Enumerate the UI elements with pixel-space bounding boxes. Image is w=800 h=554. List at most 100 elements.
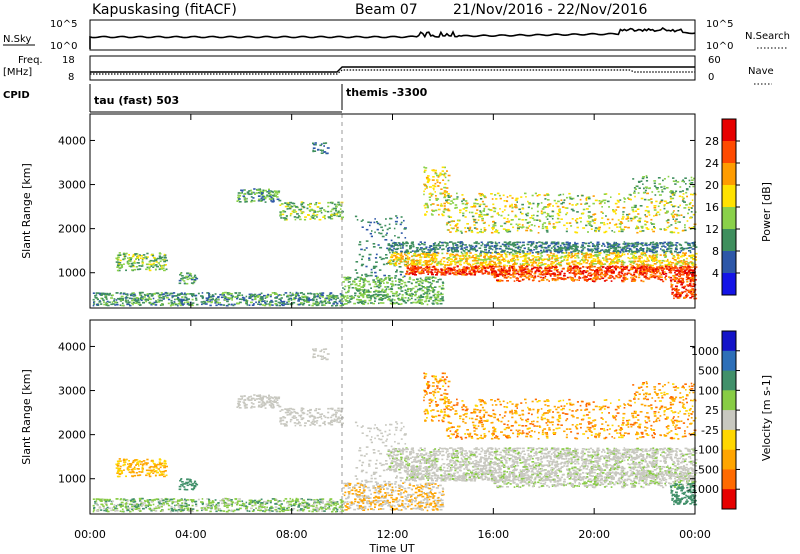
power-cell xyxy=(423,190,425,193)
power-cell xyxy=(548,244,551,247)
power-cell xyxy=(446,270,449,272)
power-cell xyxy=(224,291,227,294)
power-cell xyxy=(391,300,393,303)
power-cell xyxy=(664,276,666,279)
power-cell xyxy=(365,295,368,298)
power-cell xyxy=(416,300,419,303)
power-cell xyxy=(525,262,529,264)
power-cell xyxy=(142,301,145,304)
power-cell xyxy=(522,273,525,276)
power-cell xyxy=(548,258,551,261)
power-cell xyxy=(522,241,525,244)
power-cell xyxy=(325,297,328,299)
power-cell xyxy=(499,261,501,264)
power-cell xyxy=(513,244,517,246)
power-cell xyxy=(627,217,630,220)
power-cell xyxy=(545,273,549,275)
power-cell xyxy=(674,270,678,272)
power-cell xyxy=(277,294,280,297)
power-cell xyxy=(640,253,643,255)
power-cell xyxy=(446,229,450,231)
power-cell xyxy=(289,201,293,204)
power-cell xyxy=(388,262,391,264)
power-cell xyxy=(490,264,494,266)
power-cell xyxy=(432,300,435,302)
power-cell xyxy=(395,244,398,246)
power-cell xyxy=(290,297,292,300)
power-cell xyxy=(684,241,688,244)
power-cell xyxy=(488,258,492,261)
power-cell xyxy=(94,294,97,297)
power-cell xyxy=(386,281,388,284)
power-cell xyxy=(480,250,483,252)
power-cell xyxy=(259,192,262,194)
power-cell xyxy=(669,251,673,254)
power-cell xyxy=(181,299,185,301)
power-cell xyxy=(104,296,108,298)
power-cell xyxy=(164,254,167,256)
power-cell xyxy=(280,294,283,296)
power-cell xyxy=(190,275,193,277)
power-cell xyxy=(673,280,677,282)
power-cell xyxy=(574,274,577,276)
power-cell xyxy=(651,259,654,262)
power-cell xyxy=(490,245,494,247)
power-cell xyxy=(683,267,686,269)
power-cell xyxy=(529,229,532,231)
power-cell xyxy=(212,295,215,297)
power-cell xyxy=(433,296,437,299)
power-cell xyxy=(161,268,164,270)
power-cell xyxy=(506,280,509,282)
power-cell xyxy=(565,222,569,224)
power-cell xyxy=(540,272,543,274)
power-cell xyxy=(452,247,455,250)
power-cell xyxy=(275,303,278,306)
power-cell xyxy=(126,294,129,296)
power-cell xyxy=(332,294,335,297)
power-cell xyxy=(532,241,535,243)
power-cell xyxy=(659,272,662,274)
power-cell xyxy=(593,272,596,274)
power-cell xyxy=(635,245,638,248)
power-cell xyxy=(234,292,238,294)
power-cell xyxy=(356,298,359,301)
power-cell xyxy=(419,256,422,259)
power-cell xyxy=(670,242,674,244)
power-cell xyxy=(431,277,434,280)
power-cell xyxy=(642,270,646,272)
power-cell xyxy=(694,246,698,248)
power-cell xyxy=(500,251,502,253)
power-cell xyxy=(276,193,279,195)
power-cell xyxy=(184,299,188,302)
power-cell xyxy=(615,255,618,257)
power-cell xyxy=(231,295,234,297)
power-cell xyxy=(529,252,532,254)
power-cell xyxy=(425,300,428,302)
power-cell xyxy=(394,280,397,282)
power-cell xyxy=(652,258,655,260)
power-cell xyxy=(367,302,369,305)
power-cell xyxy=(490,242,493,244)
power-cell xyxy=(441,214,445,217)
power-cell xyxy=(408,276,412,279)
power-cell xyxy=(415,260,419,263)
power-cell xyxy=(425,247,428,250)
power-cell xyxy=(445,242,448,244)
power-cell xyxy=(633,271,636,274)
power-cell xyxy=(159,304,162,306)
power-cell xyxy=(551,257,553,260)
power-cell xyxy=(399,287,402,289)
power-cell xyxy=(426,266,429,268)
power-cell xyxy=(475,256,478,258)
power-cell xyxy=(400,216,403,218)
power-cell xyxy=(444,207,446,210)
power-cell xyxy=(442,272,445,275)
power-cell xyxy=(435,260,437,263)
power-cell xyxy=(449,270,452,272)
power-cell xyxy=(620,263,623,266)
power-cell xyxy=(194,274,197,277)
power-cell xyxy=(274,297,277,299)
power-cell xyxy=(133,268,136,271)
power-cell xyxy=(415,247,419,249)
power-cell xyxy=(441,287,444,290)
